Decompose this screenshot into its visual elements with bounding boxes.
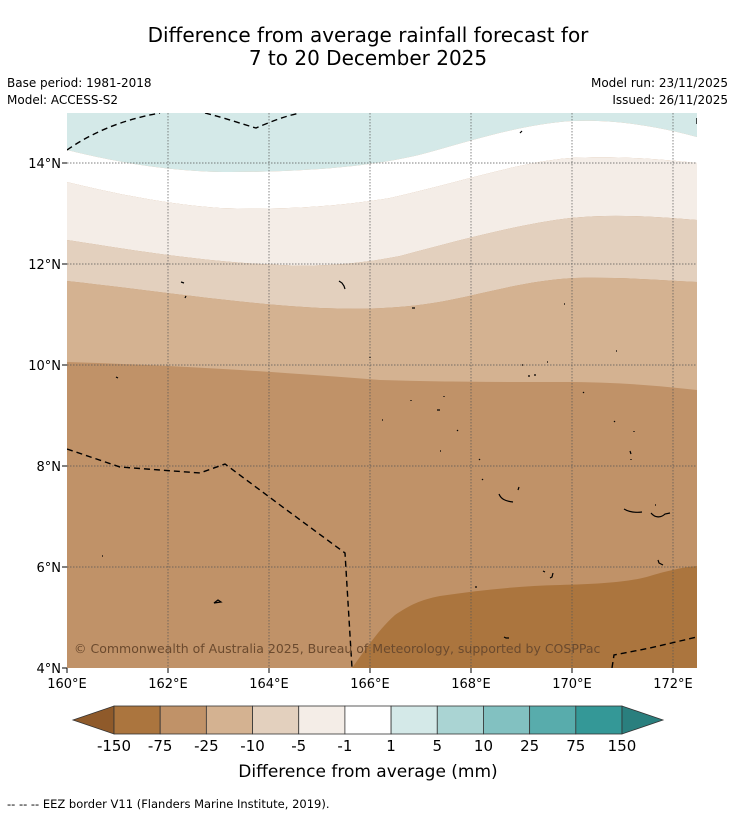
colorbar-tick-label: -1 — [337, 737, 353, 755]
colorbar-tick-label: 25 — [520, 737, 540, 755]
eez-footnote: -- -- -- EEZ border V11 (Flanders Marine… — [7, 797, 330, 811]
colorbar-tick-label: 75 — [566, 737, 586, 755]
colorbar-swatch — [205, 705, 253, 735]
colorbar-swatch — [344, 705, 392, 735]
model-run: Model run: 23/11/2025 — [590, 76, 728, 90]
band-minus-5-to-minus-10 — [67, 215, 697, 309]
band-minus-75-to-minus-150 — [352, 566, 697, 668]
colorbar-swatch — [575, 705, 623, 735]
islands — [102, 130, 671, 639]
colorbar-extend-low — [71, 705, 115, 735]
axis-ticks — [62, 162, 674, 673]
y-tick-label: 4°N — [37, 662, 62, 677]
colorbar-tick-label: 10 — [473, 737, 493, 755]
x-tick-label: 170°E — [552, 677, 592, 692]
y-tick-label: 14°N — [28, 157, 61, 172]
issued-date: Issued: 26/11/2025 — [612, 93, 728, 107]
colorbar-swatch — [159, 705, 207, 735]
model-name: Model: ACCESS-S2 — [7, 93, 119, 107]
colorbar-tick-label: -10 — [240, 737, 265, 755]
x-tick-label: 166°E — [350, 677, 390, 692]
y-tick-label: 8°N — [37, 460, 62, 475]
colorbar-extend-high — [621, 705, 665, 735]
band-minus-10-to-minus-25 — [67, 277, 697, 390]
colorbar-swatch — [436, 705, 484, 735]
band-minus-1-to-1 — [67, 120, 697, 209]
colorbar-swatch — [483, 705, 531, 735]
colorbar-tick-label: 5 — [432, 737, 443, 755]
copyright-notice: © Commonwealth of Australia 2025, Bureau… — [74, 641, 600, 656]
colorbar-title: Difference from average (mm) — [238, 762, 498, 782]
y-tick-label: 12°N — [28, 258, 61, 273]
x-tick-label: 162°E — [148, 677, 188, 692]
x-tick-label: 168°E — [451, 677, 491, 692]
title-line-2: 7 to 20 December 2025 — [248, 46, 488, 70]
band-plus-1-to-5 — [67, 113, 697, 172]
colorbar-swatch — [252, 705, 300, 735]
colorbar-swatch — [298, 705, 346, 735]
graticule — [67, 113, 697, 668]
colorbar-swatch — [113, 705, 161, 735]
colorbar-tick-label: -150 — [96, 737, 132, 755]
title-line-1: Difference from average rainfall forecas… — [147, 23, 589, 47]
x-tick-label: 160°E — [47, 677, 87, 692]
colorbar-tick-label: 150 — [607, 737, 637, 755]
colorbar-swatch — [529, 705, 577, 735]
colorbar — [71, 705, 665, 735]
colorbar-tick-label: 1 — [386, 737, 396, 755]
colorbar-tick-label: -75 — [147, 737, 173, 755]
map-panel: © Commonwealth of Australia 2025, Bureau… — [67, 113, 697, 668]
x-axis-labels: 160°E 162°E 164°E 166°E 168°E 170°E 172°… — [47, 677, 693, 692]
eez-borders — [67, 113, 697, 668]
x-tick-label: 164°E — [249, 677, 289, 692]
base-period: Base period: 1981-2018 — [7, 76, 152, 90]
band-minus-1-to-minus-5 — [67, 157, 697, 266]
colorbar-swatch — [390, 705, 438, 735]
x-tick-label: 172°E — [653, 677, 693, 692]
y-axis-labels: 14°N 12°N 10°N 8°N 6°N 4°N — [28, 157, 61, 677]
colorbar-tick-label: -5 — [291, 737, 307, 755]
y-tick-label: 10°N — [28, 359, 61, 374]
colorbar-tick-label: -25 — [194, 737, 219, 755]
y-tick-label: 6°N — [37, 561, 62, 576]
